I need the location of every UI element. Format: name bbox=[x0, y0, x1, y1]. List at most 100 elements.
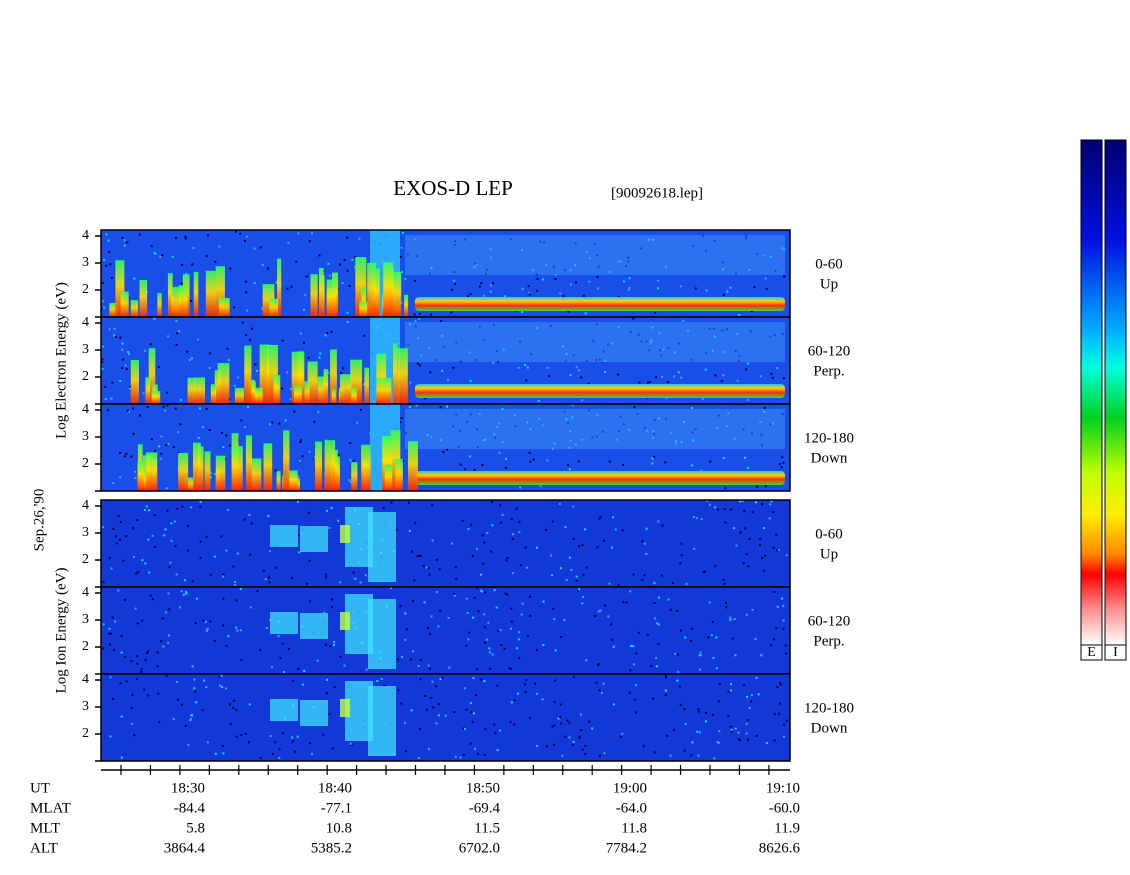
speckle bbox=[480, 678, 483, 681]
speckle bbox=[157, 366, 160, 369]
speckle bbox=[735, 333, 738, 336]
speckle bbox=[778, 463, 781, 466]
speckle bbox=[308, 240, 311, 243]
speckle bbox=[332, 643, 335, 646]
burst bbox=[351, 388, 357, 404]
speckle bbox=[542, 424, 545, 427]
speckle bbox=[337, 519, 340, 522]
speckle bbox=[572, 505, 575, 508]
speckle bbox=[783, 248, 786, 251]
speckle bbox=[611, 342, 614, 345]
speckle bbox=[596, 254, 599, 257]
speckle bbox=[147, 650, 150, 653]
speckle bbox=[661, 524, 664, 527]
burst bbox=[364, 367, 370, 404]
speckle bbox=[577, 589, 580, 592]
y-axis-label: Log Electron Energy (eV) bbox=[53, 282, 69, 439]
speckle bbox=[342, 367, 345, 370]
speckle bbox=[220, 674, 223, 677]
speckle bbox=[289, 398, 292, 401]
burst bbox=[194, 377, 206, 404]
speckle bbox=[708, 327, 711, 330]
speckle bbox=[158, 721, 161, 724]
speckle bbox=[750, 700, 753, 703]
speckle bbox=[227, 359, 230, 362]
speckle bbox=[783, 275, 786, 278]
row-value: -69.4 bbox=[469, 800, 501, 816]
speckle bbox=[281, 387, 284, 390]
speckle bbox=[446, 405, 449, 408]
speckle bbox=[469, 293, 472, 296]
speckle bbox=[575, 579, 578, 582]
speckle bbox=[199, 540, 202, 543]
speckle bbox=[550, 324, 553, 327]
speckle bbox=[296, 735, 299, 738]
speckle bbox=[597, 265, 600, 268]
speckle bbox=[532, 458, 535, 461]
speckle bbox=[704, 711, 707, 714]
speckle bbox=[566, 422, 569, 425]
speckle bbox=[478, 285, 481, 288]
speckle bbox=[189, 718, 192, 721]
speckle bbox=[245, 235, 248, 238]
speckle bbox=[750, 310, 753, 313]
speckle bbox=[572, 741, 575, 744]
subpanel-frame bbox=[100, 673, 791, 762]
speckle bbox=[175, 320, 178, 323]
speckle bbox=[259, 649, 262, 652]
speckle bbox=[450, 311, 453, 314]
speckle bbox=[746, 738, 749, 741]
row-label: MLT bbox=[30, 820, 60, 836]
speckle bbox=[738, 355, 741, 358]
speckle bbox=[171, 255, 174, 258]
speckle bbox=[553, 618, 556, 621]
speckle bbox=[748, 707, 751, 710]
y-tick-label: 3 bbox=[82, 342, 89, 357]
colorbar bbox=[1080, 139, 1103, 646]
speckle bbox=[612, 703, 615, 706]
speckle bbox=[297, 534, 300, 537]
speckle bbox=[495, 606, 498, 609]
speckle bbox=[591, 436, 594, 439]
speckle bbox=[685, 582, 688, 585]
speckle bbox=[658, 332, 661, 335]
speckle bbox=[617, 326, 620, 329]
row-value: 19:00 bbox=[613, 780, 647, 796]
burst bbox=[351, 462, 358, 491]
speckle bbox=[569, 269, 572, 272]
speckle bbox=[615, 438, 618, 441]
burst bbox=[293, 385, 302, 404]
speckle bbox=[376, 680, 379, 683]
speckle bbox=[409, 658, 412, 661]
speckle bbox=[755, 676, 758, 679]
speckle bbox=[771, 376, 774, 379]
speckle bbox=[655, 656, 658, 659]
speckle bbox=[416, 362, 419, 365]
speckle bbox=[188, 358, 191, 361]
speckle bbox=[197, 436, 200, 439]
burst bbox=[115, 260, 125, 317]
speckle bbox=[724, 521, 727, 524]
speckle bbox=[513, 723, 516, 726]
y-tick-label: 3 bbox=[82, 699, 89, 714]
speckle bbox=[349, 480, 352, 483]
speckle bbox=[642, 745, 645, 748]
speckle bbox=[102, 623, 105, 626]
speckle bbox=[772, 511, 775, 514]
speckle bbox=[705, 249, 708, 252]
speckle bbox=[678, 342, 681, 345]
speckle bbox=[545, 745, 548, 748]
speckle bbox=[653, 582, 656, 585]
speckle bbox=[464, 687, 467, 690]
speckle bbox=[667, 598, 670, 601]
speckle bbox=[532, 269, 535, 272]
speckle bbox=[682, 319, 685, 322]
speckle bbox=[542, 241, 545, 244]
speckle bbox=[122, 358, 125, 361]
speckle bbox=[711, 713, 714, 716]
speckle bbox=[182, 593, 185, 596]
speckle bbox=[510, 667, 513, 670]
speckle bbox=[774, 270, 777, 273]
speckle bbox=[477, 610, 480, 613]
speckle bbox=[604, 370, 607, 373]
